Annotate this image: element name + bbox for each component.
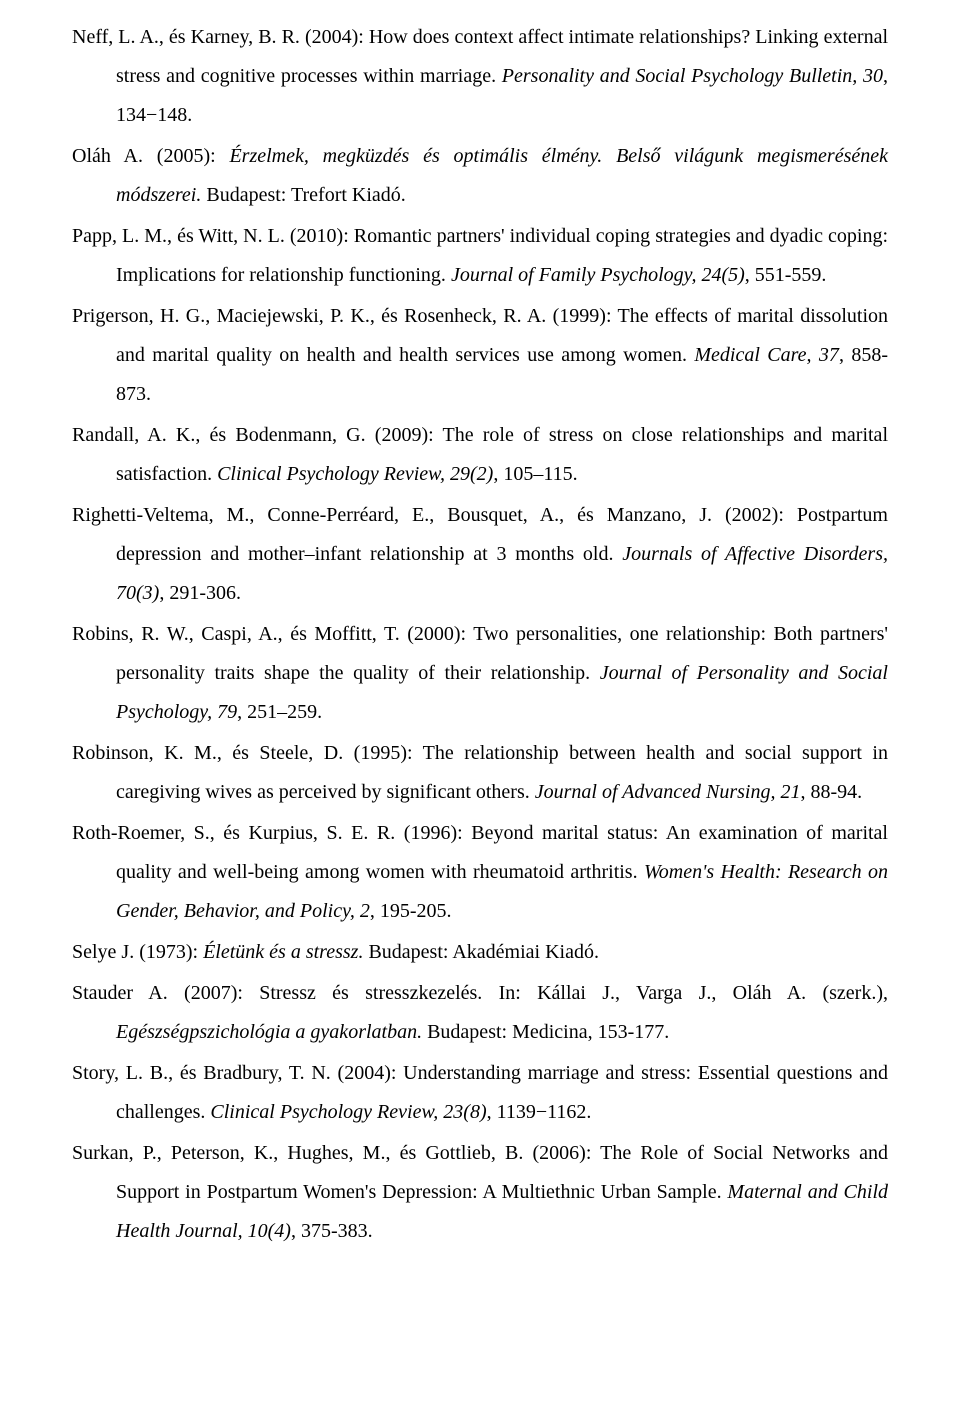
reference-italic-text: Personality and Social Psychology Bullet… [502,65,883,87]
document-page: Neff, L. A., és Karney, B. R. (2004): Ho… [0,0,960,1416]
reference-entry: Robins, R. W., Caspi, A., és Moffitt, T.… [72,615,888,732]
reference-entry: Righetti-Veltema, M., Conne-Perréard, E.… [72,496,888,613]
reference-entry: Selye J. (1973): Életünk és a stressz. B… [72,933,888,972]
reference-italic-text: Clinical Psychology Review, 29(2) [217,463,493,485]
reference-tail-text: , 291-306. [159,582,241,604]
reference-tail-text: Budapest: Trefort Kiadó. [201,184,405,206]
reference-tail-text: Budapest: Akadémiai Kiadó. [363,941,599,963]
reference-plain-text: Oláh A. (2005): [72,145,229,167]
reference-entry: Robinson, K. M., és Steele, D. (1995): T… [72,734,888,812]
reference-entry: Stauder A. (2007): Stressz és stresszkez… [72,974,888,1052]
reference-tail-text: , 251–259. [237,701,322,723]
reference-tail-text: Budapest: Medicina, 153-177. [422,1021,669,1043]
reference-tail-text: , 88-94. [800,781,862,803]
reference-entry: Story, L. B., és Bradbury, T. N. (2004):… [72,1054,888,1132]
reference-tail-text: , 1139−1162. [487,1101,592,1123]
reference-entry: Prigerson, H. G., Maciejewski, P. K., és… [72,297,888,414]
reference-tail-text: , 375-383. [291,1220,373,1242]
reference-tail-text: , 551-559. [745,264,827,286]
reference-italic-text: Clinical Psychology Review, 23(8) [210,1101,486,1123]
reference-entry: Papp, L. M., és Witt, N. L. (2010): Roma… [72,217,888,295]
reference-italic-text: Egészségpszichológia a gyakorlatban. [116,1021,422,1043]
reference-plain-text: Selye J. (1973): [72,941,203,963]
reference-italic-text: Életünk és a stressz. [203,941,363,963]
reference-entry: Neff, L. A., és Karney, B. R. (2004): Ho… [72,18,888,135]
reference-entry: Roth-Roemer, S., és Kurpius, S. E. R. (1… [72,814,888,931]
reference-italic-text: Medical Care, 37 [694,344,839,366]
reference-entry: Surkan, P., Peterson, K., Hughes, M., és… [72,1134,888,1251]
reference-entry: Randall, A. K., és Bodenmann, G. (2009):… [72,416,888,494]
reference-tail-text: , 105–115. [493,463,577,485]
reference-italic-text: Journal of Advanced Nursing, 21 [535,781,801,803]
reference-entry: Oláh A. (2005): Érzelmek, megküzdés és o… [72,137,888,215]
reference-plain-text: Stauder A. (2007): Stressz és stresszkez… [72,982,888,1004]
reference-italic-text: Journal of Family Psychology, 24(5) [451,264,745,286]
reference-tail-text: , 195-205. [370,900,452,922]
